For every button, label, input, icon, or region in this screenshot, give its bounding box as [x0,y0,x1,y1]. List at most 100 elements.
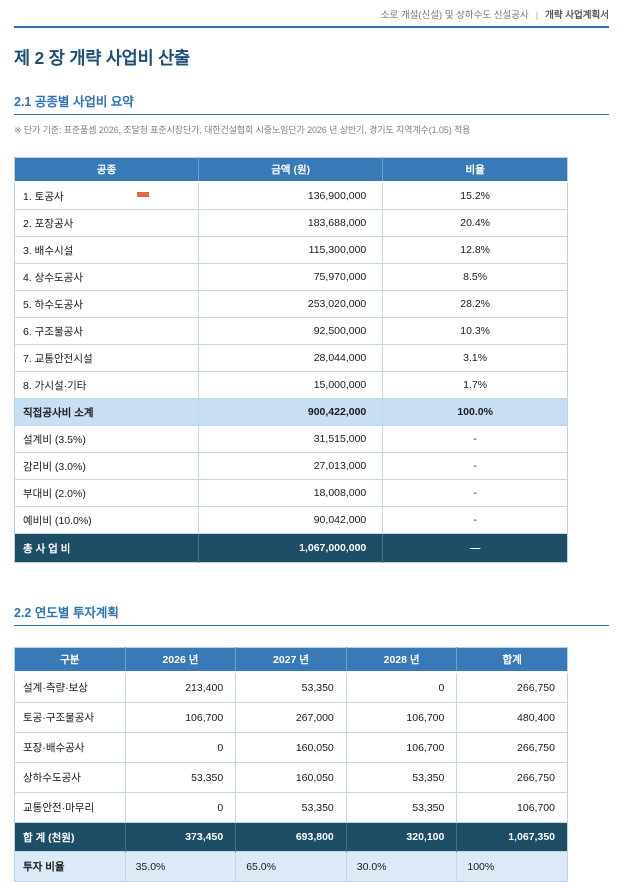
table-row: 4. 상수도공사 75,970,000 8.5% [14,263,568,291]
document-page: 소로 개설(신설) 및 상하수도 신설공사 | 개략 사업계획서 제 2 장 개… [14,0,609,882]
value-cell: 1,067,350 [456,822,568,852]
column-header-year-2028: 2028 년 [345,647,457,673]
work-type-cell: 직접공사비 소계 [14,398,199,426]
work-type-cell: 예비비 (10.0%) [14,506,199,534]
column-header-category: 구분 [14,647,126,673]
value-cell: 106,700 [345,702,457,733]
table-row: 3. 배수시설 115,300,000 12.8% [14,236,568,264]
section-2-2-heading: 2.2 연도별 투자계획 [14,602,609,626]
ratio-cell: - [382,506,568,534]
amount-cell: 136,900,000 [198,181,383,210]
work-type-cell: 1. 토공사 [14,181,199,210]
table-header-row: 구분 2026 년 2027 년 2028 년 합계 [14,647,568,673]
ratio-cell: 8.5% [382,263,568,291]
project-name: 소로 개설(신설) 및 상하수도 신설공사 [380,10,529,21]
column-header-work-type: 공종 [14,157,199,183]
table-row: 교통안전·마무리 0 53,350 53,350 106,700 [14,792,568,823]
amount-cell: 115,300,000 [198,236,383,264]
running-header: 소로 개설(신설) 및 상하수도 신설공사 | 개략 사업계획서 [14,0,609,28]
ratio-cell: — [382,533,568,563]
column-header-year-2027: 2027 년 [235,647,347,673]
value-cell: 320,100 [345,822,457,852]
work-type-cell: 6. 구조물공사 [14,317,199,345]
ratio-cell: 100.0% [382,398,568,426]
amount-cell: 253,020,000 [198,290,383,318]
column-header-amount: 금액 (원) [198,157,383,183]
table-row: 총 사 업 비 1,067,000,000— [14,533,568,563]
value-cell: 266,750 [456,762,568,793]
ratio-cell: - [382,452,568,480]
value-cell: 53,350 [345,762,457,793]
work-type-cell: 총 사 업 비 [14,533,199,563]
category-cell: 포장·배수공사 [14,732,126,763]
table-row: 직접공사비 소계 900,422,000 100.0% [14,398,568,426]
category-cell: 합 계 (천원) [14,822,126,852]
table-row: 부대비 (2.0%) 18,008,000- [14,479,568,507]
table-row: 설계·측량·보상 213,400 53,350 0 266,750 [14,671,568,703]
value-cell: 160,050 [235,762,347,793]
ratio-cell: 3.1% [382,344,568,372]
table-row: 예비비 (10.0%) 90,042,000- [14,506,568,534]
ratio-cell: - [382,425,568,453]
table-row: 투자 비율 35.0% 65.0% 30.0% 100% [14,851,568,882]
value-cell: 35.0% [124,851,236,882]
column-header-ratio: 비율 [382,157,568,183]
value-cell: 100% [456,851,568,882]
value-cell: 0 [124,792,236,823]
value-cell: 106,700 [345,732,457,763]
table-row: 6. 구조물공사 92,500,000 10.3% [14,317,568,345]
ratio-cell: 15.2% [382,181,568,210]
table-row: 8. 가시설·기타 15,000,000 1.7% [14,371,568,399]
revision-highlight-marker [137,192,149,197]
value-cell: 0 [124,732,236,763]
amount-cell: 1,067,000,000 [198,533,383,563]
work-type-cell: 감리비 (3.0%) [14,452,199,480]
table-row: 감리비 (3.0%) 27,013,000- [14,452,568,480]
work-type-cell: 부대비 (2.0%) [14,479,199,507]
amount-cell: 183,688,000 [198,209,383,237]
chapter-title: 제 2 장 개략 사업비 산출 [14,48,190,68]
section-2-1-heading: 2.1 공종별 사업비 요약 [14,91,609,115]
work-type-cell: 5. 하수도공사 [14,290,199,318]
amount-cell: 900,422,000 [198,398,383,426]
ratio-cell: 1.7% [382,371,568,399]
amount-cell: 28,044,000 [198,344,383,372]
value-cell: 267,000 [235,702,347,733]
value-cell: 65.0% [235,851,347,882]
amount-cell: 27,013,000 [198,452,383,480]
category-cell: 설계·측량·보상 [14,671,126,703]
table-row: 5. 하수도공사 253,020,000 28.2% [14,290,568,318]
table-row: 7. 교통안전시설 28,044,000 3.1% [14,344,568,372]
value-cell: 266,750 [456,671,568,703]
amount-cell: 75,970,000 [198,263,383,291]
ratio-cell: - [382,479,568,507]
work-type-cell: 7. 교통안전시설 [14,344,199,372]
cost-summary-table: 공종 금액 (원) 비율 1. 토공사 136,900,000 15.2% 2. 포장… [14,157,568,563]
value-cell: 53,350 [345,792,457,823]
value-cell: 213,400 [124,671,236,703]
value-cell: 0 [345,671,457,703]
value-cell: 480,400 [456,702,568,733]
category-cell: 상하수도공사 [14,762,126,793]
category-cell: 토공·구조물공사 [14,702,126,733]
table-row: 설계비 (3.5%) 31,515,000- [14,425,568,453]
value-cell: 693,800 [235,822,347,852]
table-row: 합 계 (천원) 373,450 693,800 320,100 1,067,350 [14,822,568,852]
work-type-cell: 4. 상수도공사 [14,263,199,291]
value-cell: 266,750 [456,732,568,763]
value-cell: 53,350 [235,792,347,823]
value-cell: 106,700 [456,792,568,823]
amount-cell: 18,008,000 [198,479,383,507]
amount-cell: 15,000,000 [198,371,383,399]
work-type-cell: 설계비 (3.5%) [14,425,199,453]
ratio-cell: 12.8% [382,236,568,264]
unit-price-note: ※ 단가 기준: 표준품셈 2026, 조달청 표준시장단가, 대한건설협회 시… [14,125,471,135]
table-row: 토공·구조물공사 106,700 267,000 106,700 480,400 [14,702,568,733]
value-cell: 160,050 [235,732,347,763]
column-header-year-2026: 2026 년 [124,647,236,673]
ratio-cell: 10.3% [382,317,568,345]
amount-cell: 92,500,000 [198,317,383,345]
work-type-cell: 3. 배수시설 [14,236,199,264]
table-header-row: 공종 금액 (원) 비율 [14,157,568,183]
amount-cell: 31,515,000 [198,425,383,453]
